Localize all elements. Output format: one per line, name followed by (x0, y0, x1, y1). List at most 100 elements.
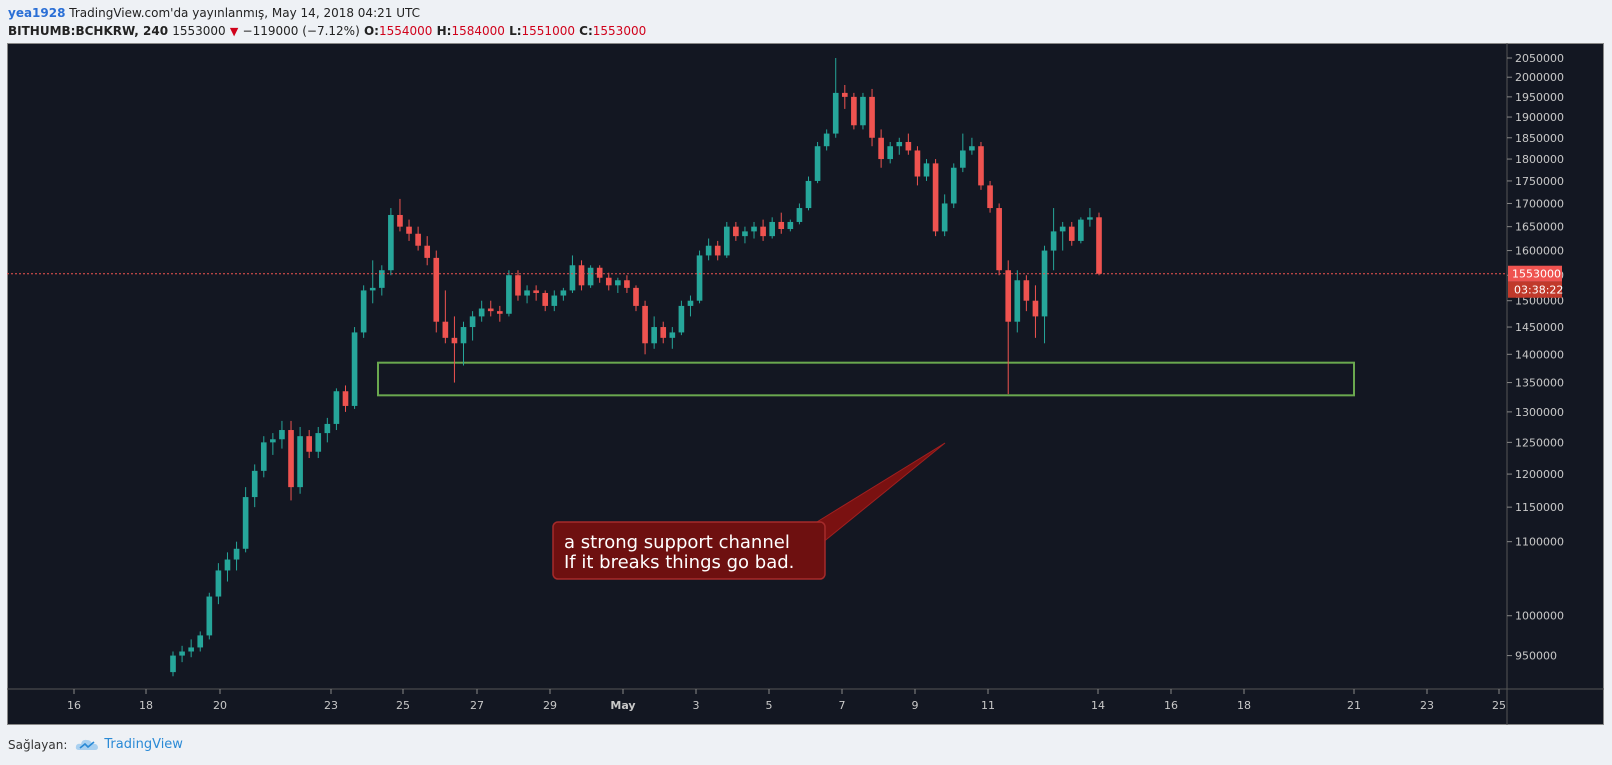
candle-body (723, 226, 730, 256)
candle-body (1014, 280, 1021, 322)
candle-body (215, 570, 222, 597)
candle-body (878, 137, 884, 160)
candle-body (1078, 219, 1084, 241)
candle-body (497, 311, 503, 314)
candle-body (796, 208, 803, 222)
low-label: L: (509, 24, 522, 38)
candle-body (678, 305, 685, 333)
provider-label: Sağlayan: (8, 737, 68, 752)
x-tick-label: 9 (912, 699, 919, 712)
x-tick-label: 11 (981, 699, 995, 712)
y-tick-label: 1450000 (1515, 321, 1564, 334)
y-tick-label: 2050000 (1515, 52, 1564, 65)
candle-body (188, 647, 194, 652)
candle-body (170, 655, 176, 673)
y-tick-label: 1650000 (1515, 221, 1564, 234)
y-tick-label: 1150000 (1515, 501, 1564, 514)
candle-body (733, 226, 739, 237)
candle-body (515, 275, 521, 296)
close-label: C: (579, 24, 593, 38)
candle-body (832, 92, 839, 134)
candle-body (469, 316, 476, 328)
candle-body (660, 327, 667, 338)
x-tick-label: 23 (1420, 699, 1434, 712)
chart-frame (7, 43, 1604, 725)
candle-body (642, 305, 648, 344)
candle-body (378, 270, 385, 288)
candle-body (333, 391, 340, 424)
x-tick-label: 16 (1164, 699, 1178, 712)
tradingview-link[interactable]: TradingView (75, 737, 183, 752)
y-tick-label: 1000000 (1515, 610, 1564, 623)
countdown-tag (1508, 281, 1562, 298)
candle-body (206, 596, 213, 636)
x-tick-label: 18 (1237, 699, 1251, 712)
symbol-label: BITHUMB:BCHKRW, 240 (8, 24, 169, 38)
candle-body (669, 332, 676, 338)
x-tick-label: 27 (470, 699, 484, 712)
y-tick-label: 1700000 (1515, 197, 1564, 210)
price-change: −119000 (−7.12%) (242, 24, 360, 38)
tradingview-cloud-icon (76, 739, 99, 750)
candle-body (433, 257, 440, 322)
candle-body (297, 436, 303, 488)
candle-body (605, 277, 612, 286)
candle-body (742, 231, 748, 237)
y-tick-label: 1400000 (1515, 348, 1564, 361)
candle-body (324, 423, 331, 434)
y-tick-label: 1600000 (1515, 245, 1564, 258)
y-tick-label: 1950000 (1515, 91, 1564, 104)
candle-body (905, 141, 912, 151)
callout-line-2: If it breaks things go bad. (564, 552, 794, 573)
candle-body (969, 146, 975, 151)
ohlc-line: BITHUMB:BCHKRW, 240 1553000 ▼ −119000 (−… (8, 22, 646, 41)
candle-body (769, 221, 775, 237)
candle-body (932, 163, 939, 232)
candle-body (233, 548, 240, 560)
candle-body (805, 180, 812, 209)
callout-pointer (811, 442, 946, 544)
candle-body (506, 275, 512, 314)
candle-body (1096, 217, 1102, 274)
candle-body (288, 430, 294, 488)
candle-body (279, 430, 285, 440)
countdown-tag-label: 03:38:22 (1514, 284, 1563, 297)
candlestick-chart[interactable]: 950000 1000000 1100000 1150000 1200000 125000… (7, 43, 1604, 725)
candle-body (841, 92, 848, 97)
y-tick-label: 1200000 (1515, 468, 1564, 481)
candle-body (1050, 231, 1057, 251)
candle-body (941, 203, 948, 232)
y-tick-label: 1500000 (1515, 295, 1564, 308)
candle-body (242, 497, 249, 549)
candle-body (814, 146, 821, 181)
candle-body (823, 133, 830, 147)
candle-body (760, 226, 766, 237)
candle-body (415, 233, 421, 246)
author-link[interactable]: yea1928 (8, 6, 66, 20)
candle-body (987, 185, 993, 209)
candle-body (424, 245, 431, 258)
candle-body (478, 308, 485, 317)
candle-body (315, 433, 322, 452)
candle-body (960, 150, 966, 168)
x-tick-label: 29 (543, 699, 557, 712)
x-tick-label: 25 (1492, 699, 1506, 712)
candle-body (442, 321, 449, 338)
x-tick-label: 23 (324, 699, 338, 712)
x-tick-label: 16 (67, 699, 81, 712)
candle-body (751, 226, 757, 232)
x-tick-label: 25 (396, 699, 410, 712)
last-price-tag (1508, 265, 1562, 282)
y-tick-label: 1350000 (1515, 377, 1564, 390)
y-tick-label: 1750000 (1515, 175, 1564, 188)
candle-body (342, 391, 349, 406)
candle-body (270, 439, 276, 443)
candle-body (406, 226, 412, 234)
high-label: H: (436, 24, 452, 38)
callout-line-1: a strong support channel (564, 532, 790, 553)
candle-body (914, 150, 921, 177)
candle-body (615, 280, 621, 286)
candle-body (860, 96, 866, 126)
last-price: 1553000 (172, 24, 226, 38)
candle-body (1032, 300, 1039, 317)
